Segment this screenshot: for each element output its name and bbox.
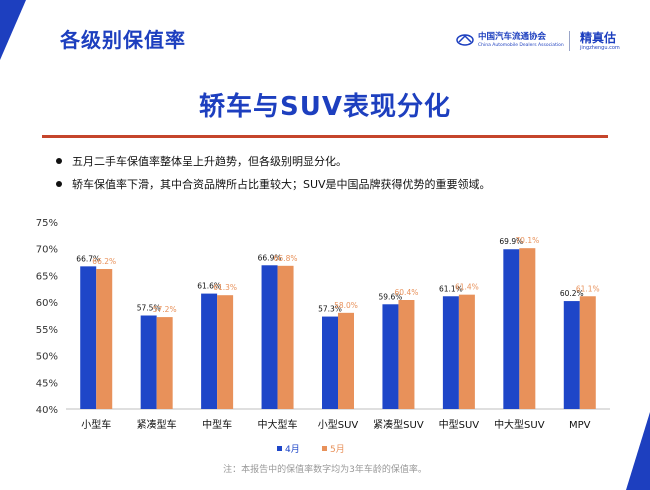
bar (338, 312, 354, 409)
data-label: 66.8% (274, 254, 298, 263)
data-label: 61.1% (439, 284, 463, 293)
data-label: 61.4% (455, 283, 479, 292)
y-tick-label: 55% (36, 325, 58, 336)
bullet-item: 五月二手车保值率整体呈上升趋势，但各级别明显分化。 (56, 153, 347, 169)
bar (579, 296, 596, 409)
bar (563, 301, 580, 409)
data-label: 57.5% (137, 304, 161, 313)
bar (277, 265, 294, 409)
bullet-dot-icon (56, 158, 62, 164)
legend-label: 5月 (330, 444, 345, 455)
data-label: 66.9% (258, 253, 282, 262)
bar (442, 296, 459, 409)
corner-decoration (626, 412, 650, 490)
bar (398, 300, 415, 409)
bullet-text: 轿车保值率下滑，其中合资品牌所占比重较大；SUV是中国品牌获得优势的重要领域。 (72, 178, 491, 191)
x-tick-label: 中大型车 (258, 418, 298, 431)
section-title: 各级别保值率 (60, 28, 186, 52)
bar (261, 265, 278, 409)
bullet-text: 五月二手车保值率整体呈上升趋势，但各级别明显分化。 (72, 155, 347, 168)
y-tick-label: 65% (36, 271, 58, 282)
x-tick-label: 中大型SUV (494, 418, 545, 431)
legend-swatch (277, 446, 282, 451)
data-label: 57.3% (318, 305, 342, 314)
bar (140, 315, 157, 409)
data-label: 59.6% (379, 292, 403, 301)
data-label: 58.0% (334, 301, 358, 310)
y-tick-label: 75% (36, 218, 58, 229)
data-label: 66.7% (76, 254, 100, 263)
x-tick-label: 紧凑型SUV (373, 418, 424, 431)
data-label: 57.2% (153, 305, 177, 314)
corner-decoration (0, 0, 26, 60)
bar (322, 316, 338, 409)
legend-label: 4月 (285, 444, 300, 455)
bar (96, 269, 113, 409)
x-tick-label: 中型SUV (439, 418, 480, 431)
bar (201, 293, 218, 409)
bullet-dot-icon (56, 181, 62, 187)
data-label: 61.6% (197, 282, 221, 291)
data-label: 70.1% (515, 236, 539, 245)
cada-logo-subtext: China Automobile Dealers Association (478, 43, 564, 48)
cada-logo-icon (456, 34, 474, 46)
x-tick-label: 小型车 (81, 418, 111, 431)
bar (503, 249, 520, 409)
y-tick-label: 45% (36, 378, 58, 389)
y-tick-label: 70% (36, 245, 58, 256)
x-tick-label: 紧凑型车 (137, 418, 177, 431)
bar (156, 317, 173, 409)
data-label: 60.4% (395, 288, 419, 297)
y-tick-label: 40% (36, 405, 58, 416)
footnote: 注：本报告中的保值率数字均为3年车龄的保值率。 (223, 465, 427, 475)
x-tick-label: 中型车 (202, 418, 232, 431)
bar (217, 295, 234, 409)
bar (80, 266, 97, 409)
bar (382, 304, 399, 409)
data-label: 61.1% (576, 284, 600, 293)
bar (458, 294, 475, 409)
logo-divider (569, 31, 570, 51)
page-title: 轿车与SUV表现分化 (199, 92, 451, 122)
title-rule (42, 135, 608, 138)
jzg-logo-url: jingzhengu.com (580, 45, 620, 51)
legend-swatch (322, 446, 327, 451)
data-label: 60.2% (560, 289, 584, 298)
jzg-logo-text: 精真估 (580, 31, 617, 45)
y-tick-label: 60% (36, 298, 58, 309)
cada-logo-text: 中国汽车流通协会 (478, 32, 547, 42)
data-label: 69.9% (499, 237, 523, 246)
data-label: 61.3% (213, 283, 237, 292)
bullet-item: 轿车保值率下滑，其中合资品牌所占比重较大；SUV是中国品牌获得优势的重要领域。 (56, 176, 491, 192)
data-label: 66.2% (92, 257, 116, 266)
x-tick-label: MPV (569, 420, 591, 431)
bar (519, 248, 536, 409)
y-tick-label: 50% (36, 352, 58, 363)
x-tick-label: 小型SUV (318, 418, 359, 431)
